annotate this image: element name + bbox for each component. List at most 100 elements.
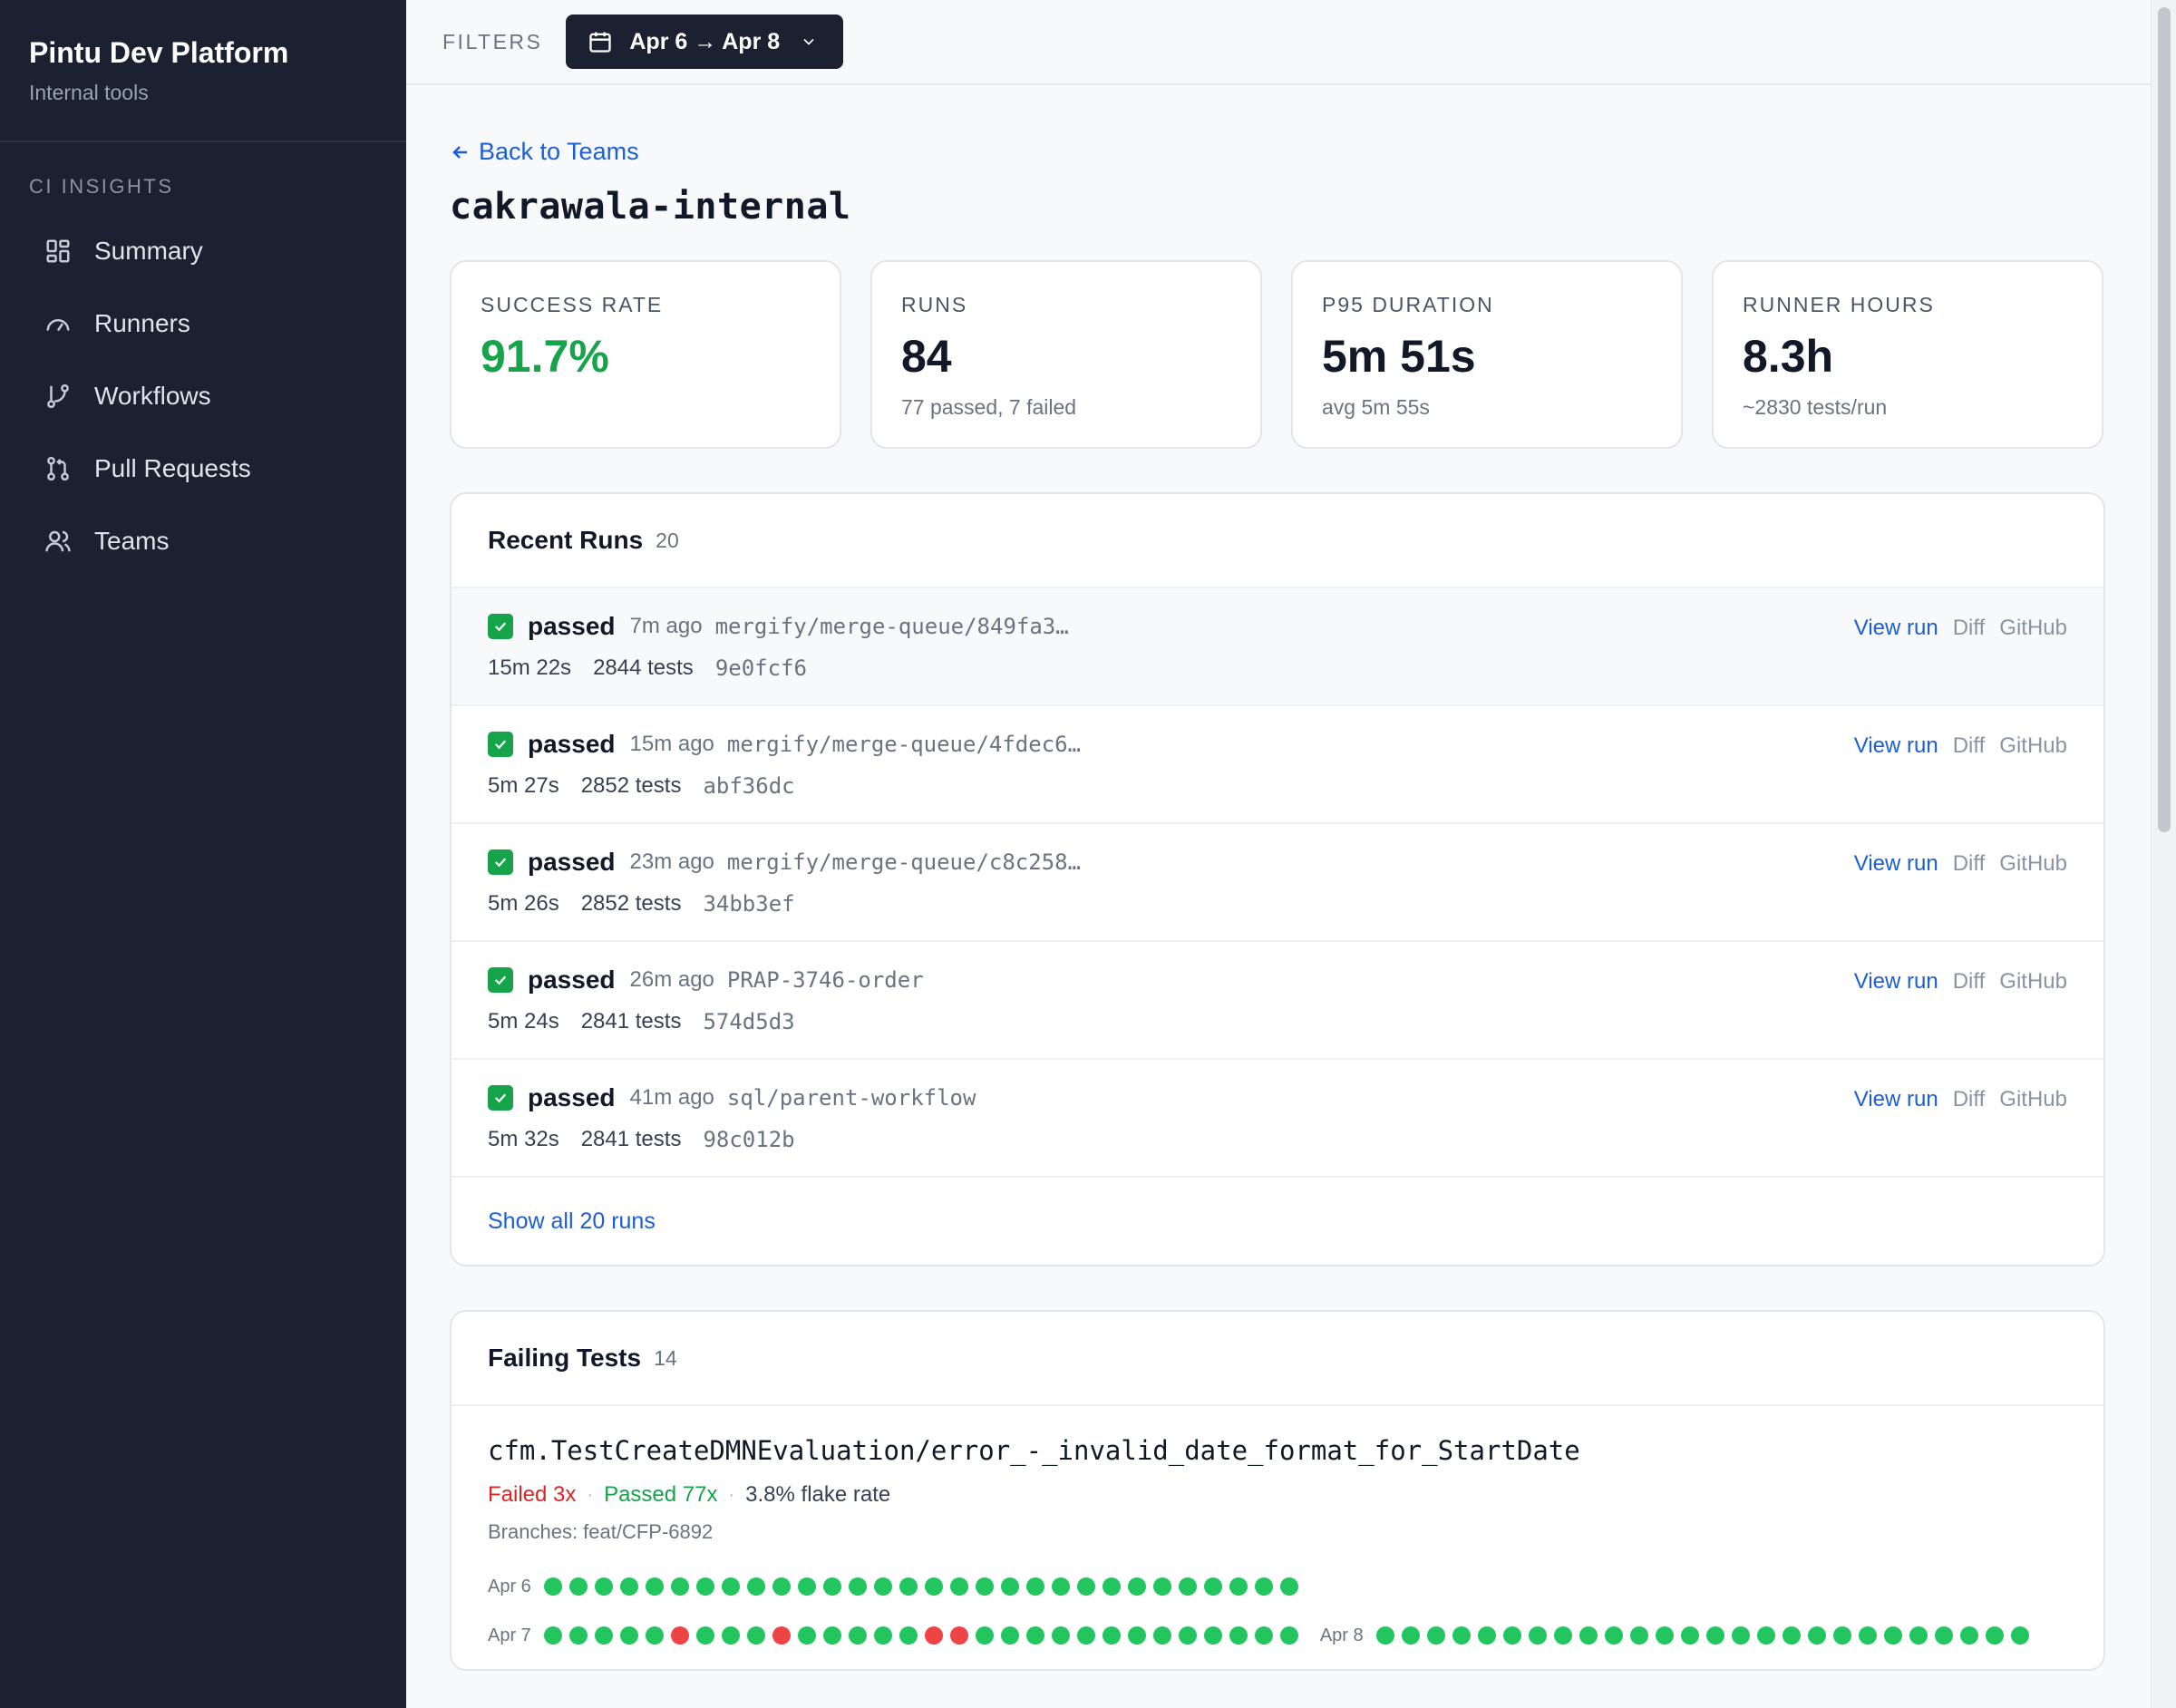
timeline-dot-passed[interactable] [1705, 1626, 1724, 1645]
sidebar-item-teams[interactable]: Teams [0, 505, 406, 577]
timeline-dot-passed[interactable] [543, 1577, 562, 1596]
timeline-dot-passed[interactable] [2010, 1626, 2029, 1645]
timeline-dot-passed[interactable] [1579, 1626, 1598, 1645]
run-row[interactable]: passed 23m ago mergify/merge-queue/c8c25… [452, 824, 2103, 942]
timeline-dot-passed[interactable] [797, 1577, 816, 1596]
timeline-dot-passed[interactable] [721, 1626, 740, 1645]
timeline-dot-passed[interactable] [1655, 1626, 1674, 1645]
timeline-dot-passed[interactable] [1934, 1626, 1953, 1645]
view-run-link[interactable]: View run [1853, 1087, 1938, 1111]
github-link[interactable]: GitHub [1999, 851, 2067, 876]
timeline-dot-passed[interactable] [1102, 1577, 1121, 1596]
timeline-dot-passed[interactable] [1229, 1626, 1248, 1645]
timeline-dot-passed[interactable] [594, 1626, 613, 1645]
timeline-dot-passed[interactable] [1985, 1626, 2004, 1645]
timeline-dot-passed[interactable] [619, 1626, 638, 1645]
timeline-dot-passed[interactable] [1629, 1626, 1648, 1645]
timeline-dot-passed[interactable] [1229, 1577, 1248, 1596]
timeline-dot-passed[interactable] [670, 1577, 689, 1596]
scrollbar[interactable] [2151, 0, 2176, 1708]
timeline-dot-passed[interactable] [1604, 1626, 1623, 1645]
timeline-dot-failed[interactable] [670, 1626, 689, 1645]
sidebar-item-summary[interactable]: Summary [0, 215, 406, 287]
timeline-dot-passed[interactable] [1731, 1626, 1750, 1645]
timeline-dot-passed[interactable] [822, 1577, 841, 1596]
view-run-link[interactable]: View run [1853, 733, 1938, 758]
timeline-dot-passed[interactable] [975, 1577, 994, 1596]
timeline-dot-passed[interactable] [1375, 1626, 1394, 1645]
timeline-dot-passed[interactable] [721, 1577, 740, 1596]
timeline-dot-passed[interactable] [695, 1577, 714, 1596]
timeline-dot-passed[interactable] [1426, 1626, 1445, 1645]
timeline-dot-passed[interactable] [1680, 1626, 1699, 1645]
timeline-dot-passed[interactable] [1254, 1626, 1273, 1645]
timeline-dot-passed[interactable] [975, 1626, 994, 1645]
diff-link[interactable]: Diff [1952, 969, 1986, 994]
timeline-dot-passed[interactable] [1152, 1626, 1171, 1645]
timeline-dot-passed[interactable] [1178, 1626, 1197, 1645]
timeline-dot-passed[interactable] [822, 1626, 841, 1645]
sidebar-item-pull-requests[interactable]: Pull Requests [0, 432, 406, 505]
timeline-dot-passed[interactable] [1203, 1577, 1222, 1596]
timeline-dot-passed[interactable] [899, 1577, 918, 1596]
timeline-dot-passed[interactable] [1477, 1626, 1496, 1645]
timeline-dot-passed[interactable] [1279, 1577, 1298, 1596]
diff-link[interactable]: Diff [1952, 851, 1986, 876]
run-row[interactable]: passed 7m ago mergify/merge-queue/849fa3… [452, 588, 2103, 706]
timeline-dot-passed[interactable] [1279, 1626, 1298, 1645]
timeline-dot-passed[interactable] [873, 1577, 892, 1596]
show-all-runs-link[interactable]: Show all 20 runs [488, 1208, 656, 1234]
timeline-dot-passed[interactable] [1102, 1626, 1121, 1645]
timeline-dot-passed[interactable] [746, 1626, 765, 1645]
timeline-dot-passed[interactable] [1528, 1626, 1547, 1645]
timeline-dot-passed[interactable] [1025, 1626, 1044, 1645]
timeline-dot-passed[interactable] [772, 1577, 791, 1596]
github-link[interactable]: GitHub [1999, 616, 2067, 640]
timeline-dot-passed[interactable] [1401, 1626, 1420, 1645]
timeline-dot-passed[interactable] [543, 1626, 562, 1645]
timeline-dot-failed[interactable] [949, 1626, 968, 1645]
timeline-dot-passed[interactable] [1051, 1626, 1070, 1645]
timeline-dot-passed[interactable] [645, 1577, 664, 1596]
sidebar-item-runners[interactable]: Runners [0, 287, 406, 360]
timeline-dot-passed[interactable] [873, 1626, 892, 1645]
timeline-dot-passed[interactable] [1909, 1626, 1928, 1645]
timeline-dot-passed[interactable] [848, 1577, 867, 1596]
timeline-dot-passed[interactable] [1178, 1577, 1197, 1596]
github-link[interactable]: GitHub [1999, 1087, 2067, 1111]
timeline-dot-passed[interactable] [797, 1626, 816, 1645]
timeline-dot-passed[interactable] [594, 1577, 613, 1596]
run-row[interactable]: passed 15m ago mergify/merge-queue/4fdec… [452, 706, 2103, 824]
timeline-dot-passed[interactable] [1076, 1577, 1095, 1596]
view-run-link[interactable]: View run [1853, 616, 1938, 640]
view-run-link[interactable]: View run [1853, 851, 1938, 876]
timeline-dot-passed[interactable] [695, 1626, 714, 1645]
timeline-dot-passed[interactable] [1051, 1577, 1070, 1596]
timeline-dot-passed[interactable] [568, 1626, 588, 1645]
timeline-dot-passed[interactable] [1883, 1626, 1902, 1645]
timeline-dot-passed[interactable] [1756, 1626, 1775, 1645]
diff-link[interactable]: Diff [1952, 1087, 1986, 1111]
timeline-dot-passed[interactable] [645, 1626, 664, 1645]
diff-link[interactable]: Diff [1952, 616, 1986, 640]
timeline-dot-passed[interactable] [619, 1577, 638, 1596]
timeline-dot-passed[interactable] [949, 1577, 968, 1596]
timeline-dot-passed[interactable] [1807, 1626, 1826, 1645]
github-link[interactable]: GitHub [1999, 733, 2067, 758]
date-range-button[interactable]: Apr 6 → Apr 8 [566, 15, 844, 69]
run-row[interactable]: passed 26m ago PRAP-3746-order 5m 24s 28… [452, 942, 2103, 1060]
timeline-dot-passed[interactable] [1254, 1577, 1273, 1596]
timeline-dot-passed[interactable] [1000, 1626, 1019, 1645]
timeline-dot-passed[interactable] [1553, 1626, 1572, 1645]
timeline-dot-passed[interactable] [899, 1626, 918, 1645]
timeline-dot-passed[interactable] [1452, 1626, 1471, 1645]
timeline-dot-passed[interactable] [1127, 1577, 1146, 1596]
timeline-dot-passed[interactable] [1025, 1577, 1044, 1596]
timeline-dot-failed[interactable] [924, 1626, 943, 1645]
timeline-dot-passed[interactable] [746, 1577, 765, 1596]
timeline-dot-passed[interactable] [1782, 1626, 1801, 1645]
back-to-teams-link[interactable]: Back to Teams [450, 138, 2105, 166]
timeline-dot-passed[interactable] [1076, 1626, 1095, 1645]
timeline-dot-failed[interactable] [772, 1626, 791, 1645]
timeline-dot-passed[interactable] [1000, 1577, 1019, 1596]
